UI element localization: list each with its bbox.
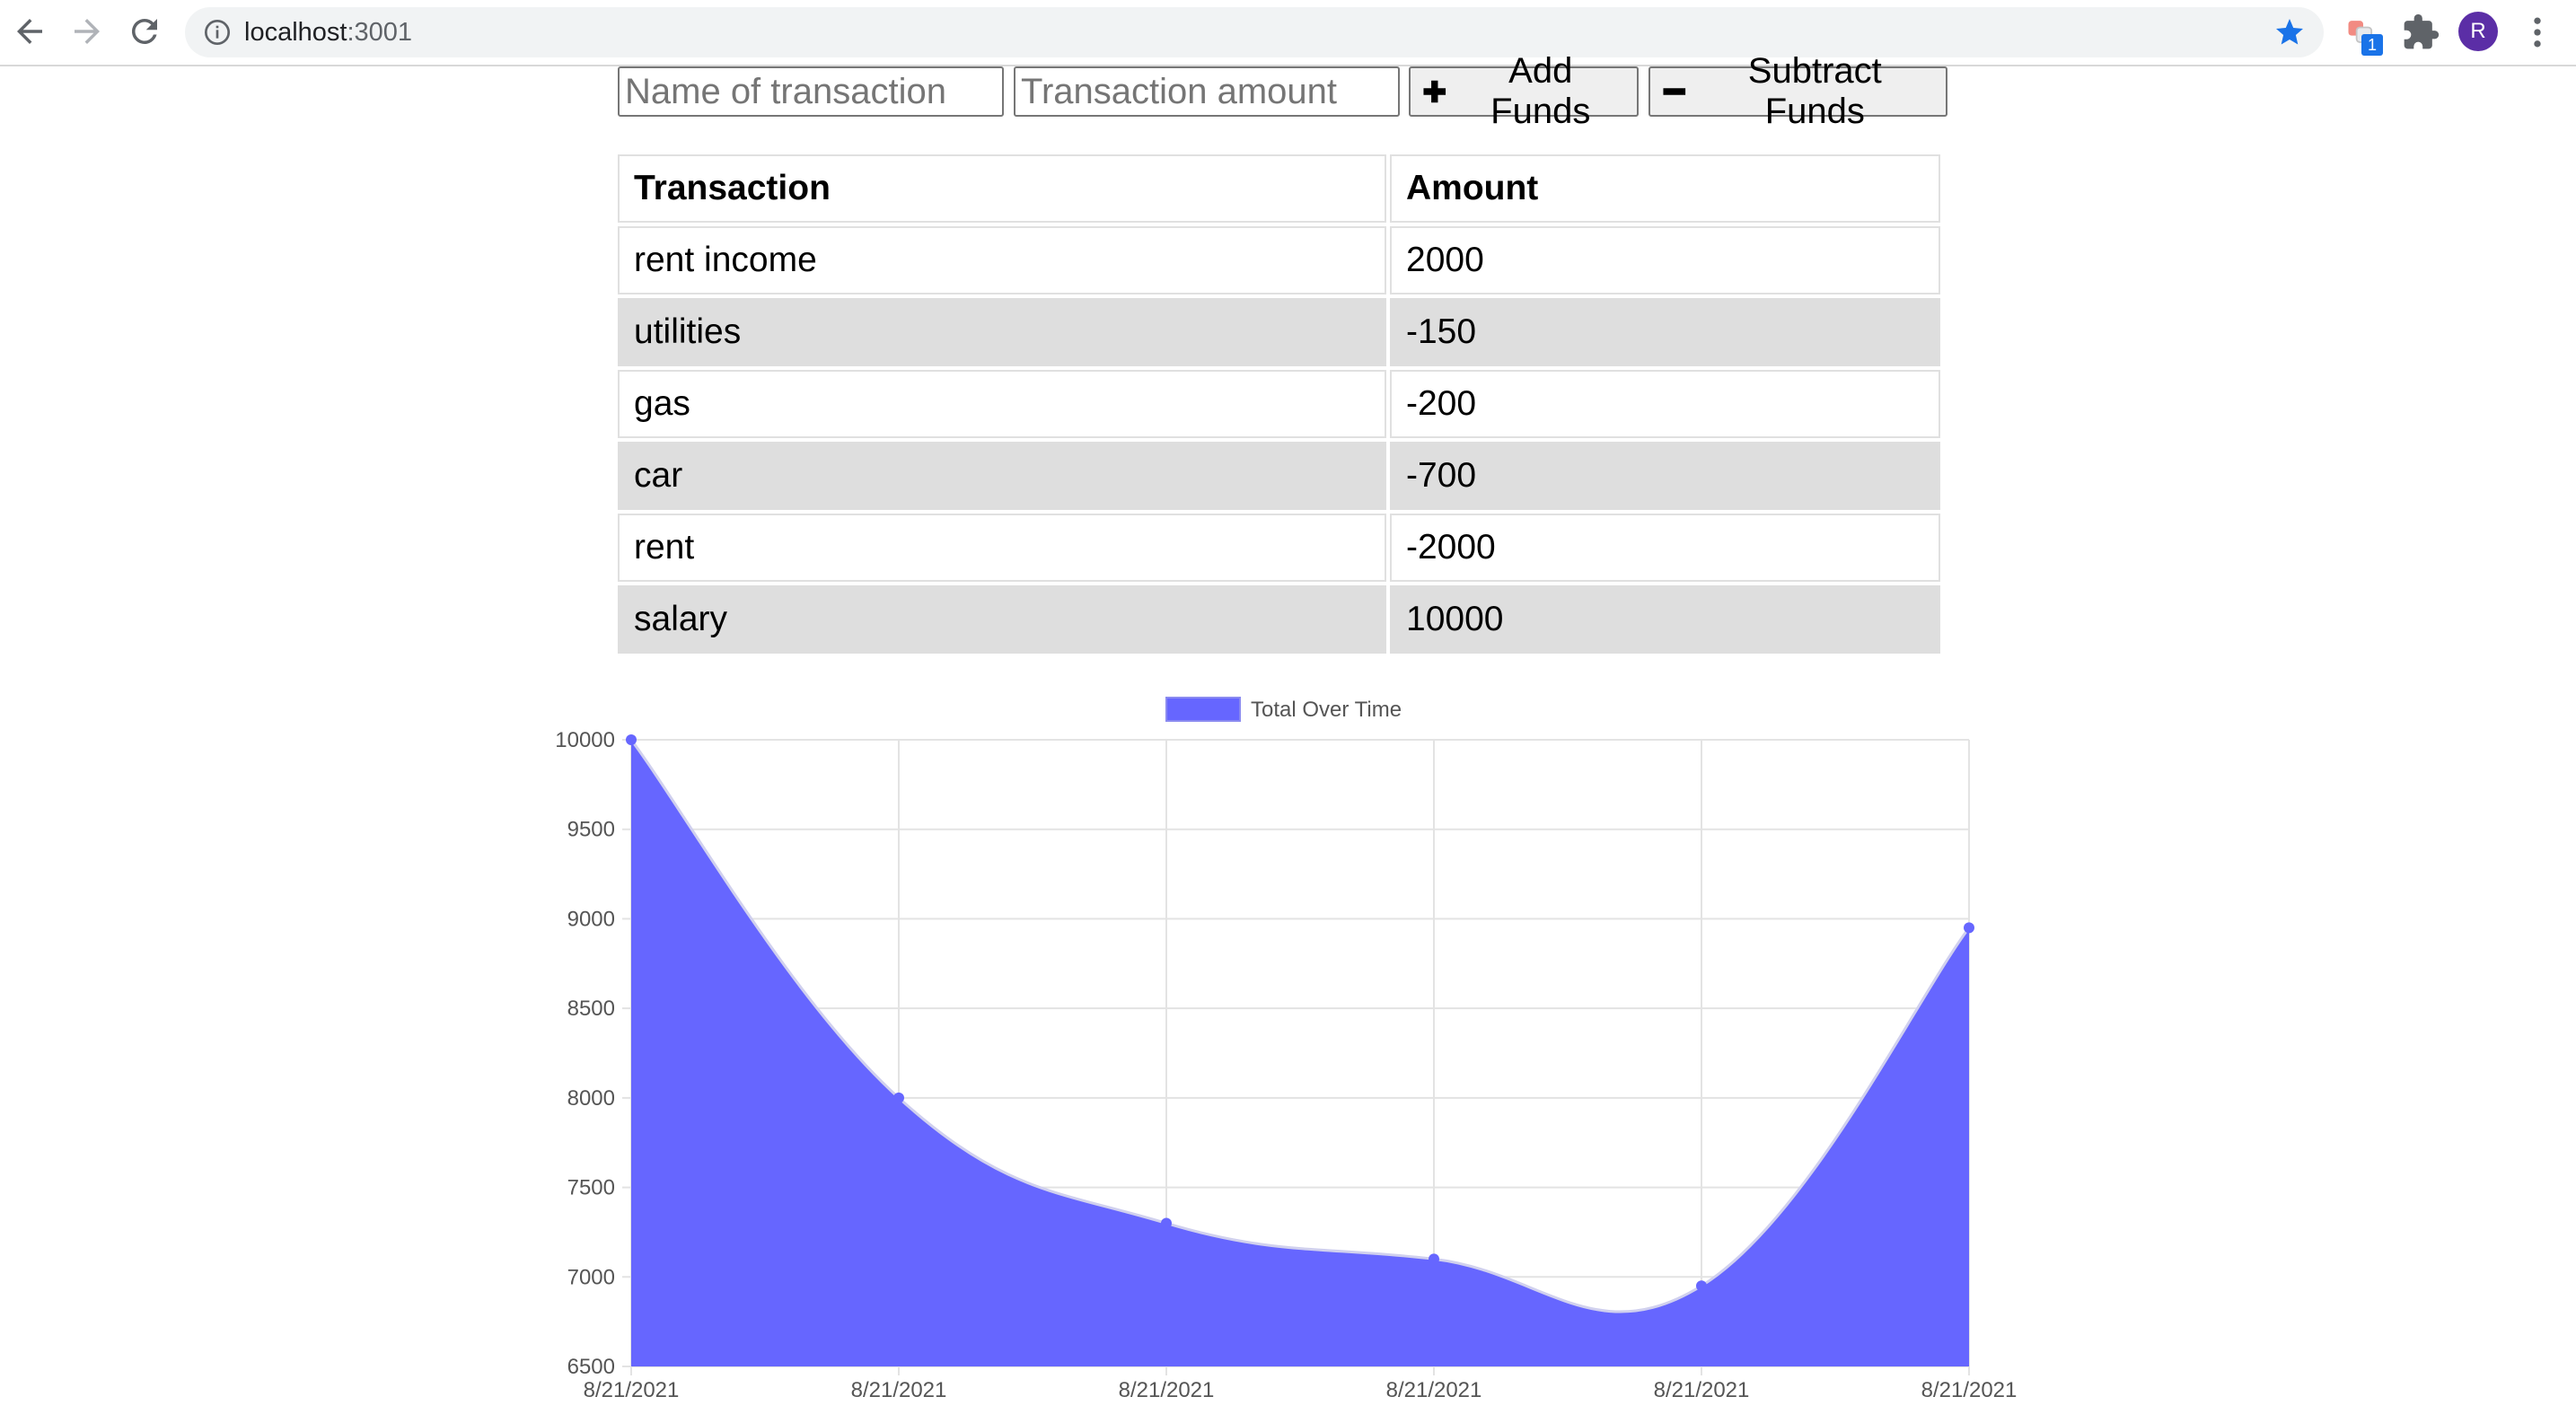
add-funds-button[interactable]: Add Funds [1409, 51, 1639, 131]
y-tick-label: 7500 [567, 1176, 615, 1200]
series-line [629, 739, 1971, 1313]
table-header-row: Transaction Amount [618, 154, 1940, 223]
transaction-amount: -200 [1390, 370, 1940, 438]
plus-icon [1423, 80, 1446, 103]
profile-avatar[interactable]: R [2458, 12, 2498, 51]
browser-toolbar: localhost:3001 1 R [0, 0, 2576, 66]
transaction-name: utilities [618, 298, 1386, 366]
transaction-name-input[interactable] [618, 66, 1004, 117]
y-tick-label: 7000 [567, 1265, 615, 1289]
x-tick-label: 8/21/2021 [584, 1378, 680, 1402]
extensions-puzzle-icon[interactable] [2401, 13, 2440, 52]
y-tick-label: 10000 [555, 728, 615, 752]
url-host: localhost [244, 18, 347, 47]
x-tick-label: 8/21/2021 [1119, 1378, 1215, 1402]
transaction-name: rent [618, 514, 1386, 582]
y-tick-label: 9000 [567, 907, 615, 931]
legend-swatch [1165, 697, 1241, 722]
transactions-table: Transaction Amount rent income 2000 util… [614, 151, 1944, 657]
address-bar[interactable]: localhost:3001 [185, 7, 2324, 57]
table-row: gas -200 [618, 370, 1940, 438]
table-row: rent income 2000 [618, 226, 1940, 294]
table-row: utilities -150 [618, 298, 1940, 366]
data-point [1964, 922, 1974, 934]
minus-icon [1663, 88, 1686, 95]
transaction-amount: -2000 [1390, 514, 1940, 582]
transaction-amount: 10000 [1390, 585, 1940, 654]
header-transaction: Transaction [618, 154, 1386, 223]
data-point [1696, 1280, 1707, 1292]
table-row: car -700 [618, 442, 1940, 510]
back-arrow-icon[interactable] [11, 13, 48, 50]
forward-arrow-icon[interactable] [68, 13, 106, 50]
transaction-amount: -150 [1390, 298, 1940, 366]
y-tick-label: 9500 [567, 818, 615, 842]
subtract-funds-label: Subtract Funds [1747, 51, 1882, 131]
y-tick-label: 8000 [567, 1086, 615, 1111]
header-amount: Amount [1390, 154, 1940, 223]
total-over-time-chart: 10000 9500 9000 8500 8000 7500 7000 6500 8/21/20… [0, 682, 2576, 1423]
transaction-name: gas [618, 370, 1386, 438]
url-text[interactable]: localhost:3001 [244, 18, 412, 47]
x-tick-label: 8/21/2021 [1654, 1378, 1750, 1402]
subtract-funds-button[interactable]: Subtract Funds [1648, 51, 1947, 131]
y-tick-label: 6500 [567, 1355, 615, 1379]
data-point [1429, 1253, 1439, 1265]
info-icon[interactable] [203, 18, 232, 47]
url-port: :3001 [347, 18, 413, 47]
x-tick-label: 8/21/2021 [1386, 1378, 1482, 1402]
transaction-name: car [618, 442, 1386, 510]
x-tick-label: 8/21/2021 [851, 1378, 947, 1402]
add-funds-label: Add Funds [1490, 51, 1591, 131]
transaction-amount: -700 [1390, 442, 1940, 510]
reload-icon[interactable] [126, 13, 163, 50]
transaction-name: salary [618, 585, 1386, 654]
data-point [1161, 1217, 1172, 1229]
data-point [893, 1092, 904, 1103]
extension-badge: 1 [2361, 34, 2383, 56]
transaction-name: rent income [618, 226, 1386, 294]
y-tick-label: 8500 [567, 997, 615, 1021]
transaction-amount: 2000 [1390, 226, 1940, 294]
transaction-amount-input[interactable] [1014, 66, 1400, 117]
series-area-fill [631, 740, 1969, 1366]
data-point [626, 734, 637, 745]
table-row: rent -2000 [618, 514, 1940, 582]
legend-label: Total Over Time [1251, 698, 1402, 722]
x-tick-label: 8/21/2021 [1921, 1378, 2018, 1402]
bookmark-star-icon[interactable] [2273, 16, 2306, 48]
menu-kebab-icon[interactable] [2518, 13, 2557, 52]
table-row: salary 10000 [618, 585, 1940, 654]
